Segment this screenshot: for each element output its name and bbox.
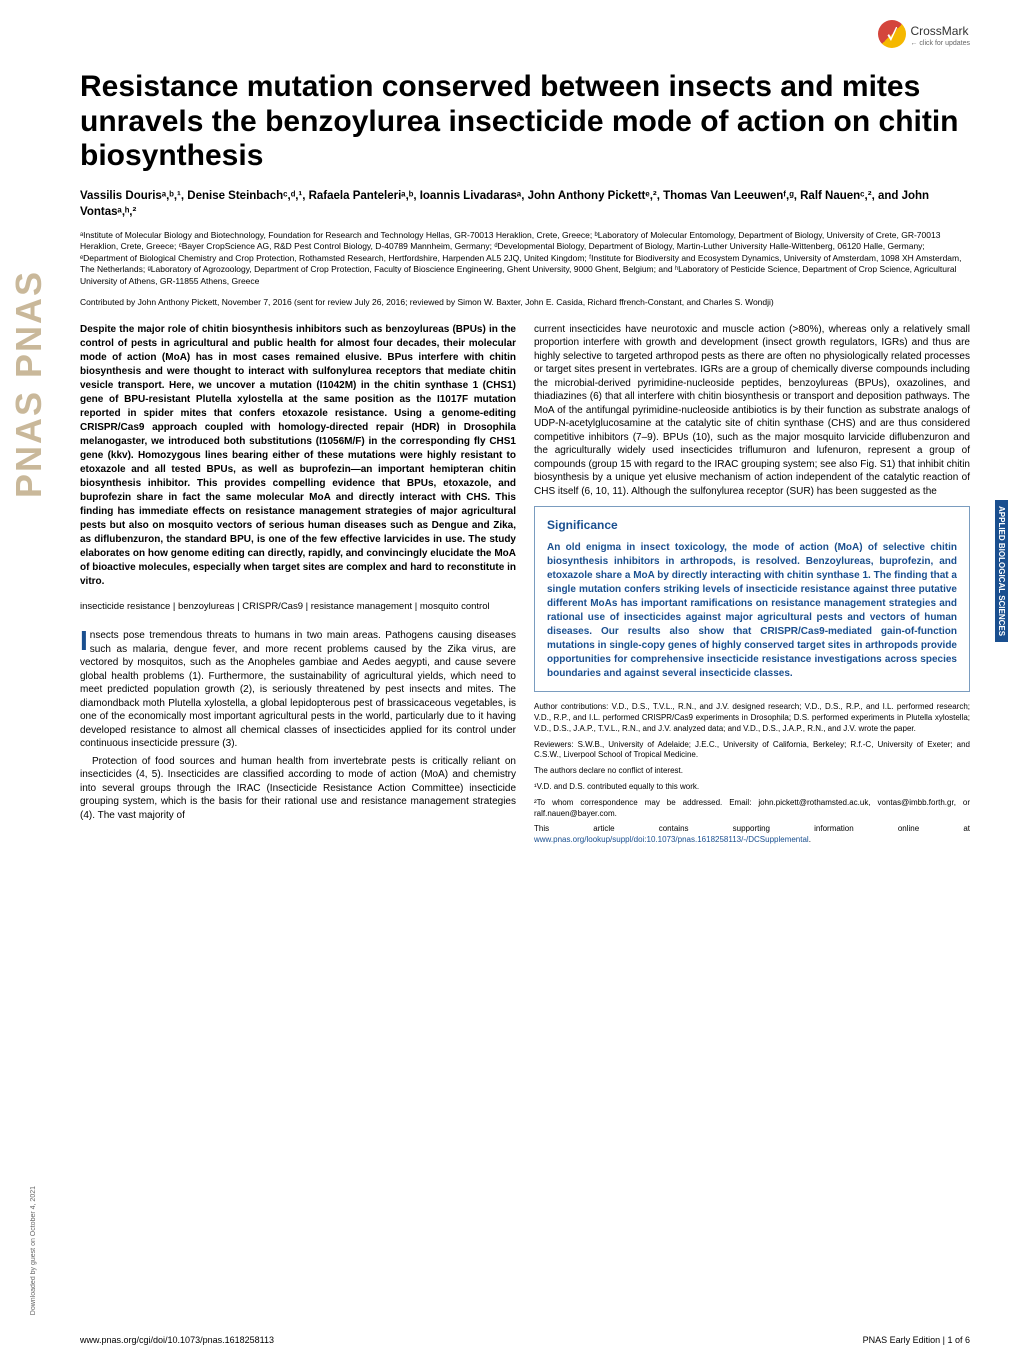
supporting-info: This article contains supporting informa… (534, 824, 970, 846)
crossmark-icon (878, 20, 906, 48)
two-column-layout: Despite the major role of chitin biosynt… (80, 323, 970, 851)
significance-text: An old enigma in insect toxicology, the … (547, 541, 957, 681)
supplemental-link[interactable]: www.pnas.org/lookup/suppl/doi:10.1073/pn… (534, 835, 809, 844)
intro-paragraph-2: Protection of food sources and human hea… (80, 755, 516, 823)
page: PNAS PNAS Downloaded by guest on October… (0, 0, 1020, 1365)
section-tab: APPLIED BIOLOGICAL SCIENCES (995, 500, 1008, 642)
conflict-statement: The authors declare no conflict of inter… (534, 766, 970, 777)
p1-text: nsects pose tremendous threats to humans… (80, 630, 516, 749)
pnas-logo-sidebar: PNAS PNAS (8, 270, 50, 498)
left-column: Despite the major role of chitin biosynt… (80, 323, 516, 851)
author-list: Vassilis Dourisᵃ,ᵇ,¹, Denise Steinbachᶜ,… (80, 188, 970, 220)
intro-paragraph-3: current insecticides have neurotoxic and… (534, 323, 970, 499)
affiliations: ᵃInstitute of Molecular Biology and Biot… (80, 230, 970, 287)
reviewers: Reviewers: S.W.B., University of Adelaid… (534, 740, 970, 762)
intro-paragraph-1: Insects pose tremendous threats to human… (80, 629, 516, 751)
article-title: Resistance mutation conserved between in… (80, 70, 970, 174)
download-note: Downloaded by guest on October 4, 2021 (30, 1186, 37, 1315)
footnotes: Author contributions: V.D., D.S., T.V.L.… (534, 702, 970, 846)
right-column: current insecticides have neurotoxic and… (534, 323, 970, 851)
dropcap: I (80, 629, 90, 653)
page-footer: www.pnas.org/cgi/doi/10.1073/pnas.161825… (80, 1335, 970, 1345)
footer-doi: www.pnas.org/cgi/doi/10.1073/pnas.161825… (80, 1335, 274, 1345)
crossmark-text: CrossMark (910, 24, 968, 38)
footer-page-info: PNAS Early Edition | 1 of 6 (863, 1335, 970, 1345)
body-text-right: current insecticides have neurotoxic and… (534, 323, 970, 499)
abstract: Despite the major role of chitin biosynt… (80, 323, 516, 589)
significance-title: Significance (547, 517, 957, 533)
crossmark-label: CrossMark ← click for updates (910, 22, 970, 47)
equal-contribution: ¹V.D. and D.S. contributed equally to th… (534, 782, 970, 793)
keywords: insecticide resistance | benzoylureas | … (80, 601, 516, 614)
contributed-line: Contributed by John Anthony Pickett, Nov… (80, 297, 970, 308)
crossmark-sub: ← click for updates (910, 40, 970, 47)
author-contributions: Author contributions: V.D., D.S., T.V.L.… (534, 702, 970, 734)
body-text-left: Insects pose tremendous threats to human… (80, 629, 516, 822)
correspondence: ²To whom correspondence may be addressed… (534, 798, 970, 820)
crossmark-badge[interactable]: CrossMark ← click for updates (878, 20, 970, 48)
significance-box: Significance An old enigma in insect tox… (534, 506, 970, 692)
